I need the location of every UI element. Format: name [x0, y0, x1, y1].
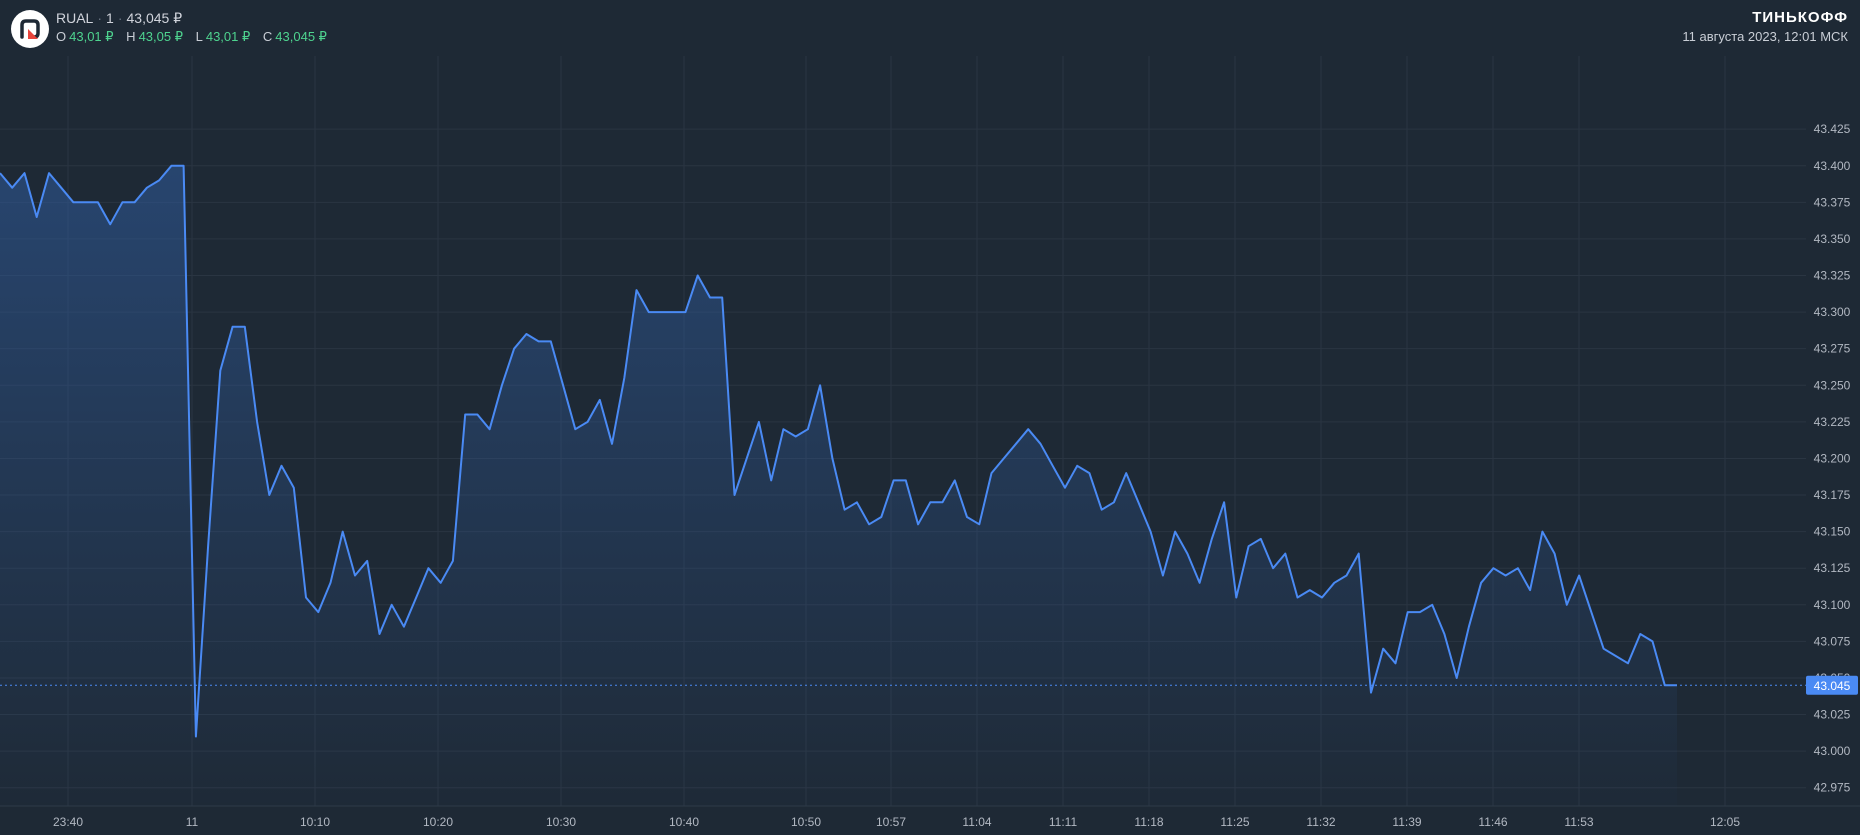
ticker-symbol[interactable]: RUAL [56, 10, 94, 26]
y-tick-label: 43.425 [1814, 122, 1851, 136]
ohlc-low-key: L [195, 29, 203, 44]
y-tick-label: 43.225 [1814, 415, 1851, 429]
x-tick-label: 11:11 [1049, 815, 1078, 829]
x-tick-label: 23:40 [53, 815, 83, 829]
brand-name: ТИНЬКОФФ [1752, 9, 1848, 26]
last-price-tag: 43.045 [1806, 675, 1858, 695]
y-tick-label: 43.325 [1814, 269, 1851, 283]
y-tick-label: 43.100 [1814, 598, 1851, 612]
y-axis[interactable]: 43.425 43.400 43.375 43.350 43.325 43.300 43.2… [1814, 122, 1851, 795]
last-price: 43,045 ₽ [126, 10, 183, 26]
x-tick-label: 11:39 [1392, 815, 1421, 829]
y-tick-label: 43.000 [1814, 744, 1851, 758]
y-tick-label: 43.175 [1814, 488, 1851, 502]
ohlc-close-value: 43,045 ₽ [275, 29, 327, 44]
y-tick-label: 43.025 [1814, 708, 1851, 722]
x-tick-label: 11:53 [1564, 815, 1593, 829]
x-tick-label: 11:04 [962, 815, 991, 829]
separator-dot: · [97, 10, 103, 26]
y-tick-label: 43.075 [1814, 634, 1851, 648]
x-tick-label: 11:25 [1220, 815, 1249, 829]
y-tick-label: 43.125 [1814, 561, 1851, 575]
x-axis[interactable]: 23:40 11 10:10 10:20 10:30 10:40 10:50 10:57 11:… [53, 815, 1740, 829]
y-tick-label: 43.300 [1814, 305, 1851, 319]
ohlc-open-value: 43,01 ₽ [69, 29, 114, 44]
ohlc-high-key: H [126, 29, 136, 44]
y-tick-label: 43.150 [1814, 525, 1851, 539]
interval-label[interactable]: 1 [106, 10, 114, 26]
x-tick-label: 10:57 [876, 815, 906, 829]
x-tick-label: 10:40 [669, 815, 699, 829]
x-tick-label: 10:50 [791, 815, 821, 829]
x-tick-label: 11 [186, 815, 199, 829]
last-price-tag-bg [1806, 675, 1858, 695]
x-tick-label: 10:10 [300, 815, 330, 829]
y-tick-label: 43.400 [1814, 159, 1851, 173]
ohlc-high-value: 43,05 ₽ [138, 29, 183, 44]
ohlc-low-value: 43,01 ₽ [205, 29, 251, 44]
price-line[interactable] [0, 164, 1677, 738]
y-tick-label: 43.350 [1814, 232, 1851, 246]
x-tick-label: 11:32 [1306, 815, 1335, 829]
y-tick-label: 43.250 [1814, 378, 1851, 392]
ticker-line: RUAL · 1 · 43,045 ₽ [56, 10, 182, 27]
y-tick-label: 43.200 [1814, 451, 1851, 465]
separator-dot: · [117, 10, 123, 26]
chart-datetime: 11 августа 2023, 12:01 МСК [1682, 29, 1848, 44]
tinkoff-logo-icon[interactable] [11, 10, 49, 48]
ohlc-close-key: C [262, 29, 273, 44]
y-tick-label: 43.275 [1814, 342, 1851, 356]
ohlc-open-key: O [56, 29, 67, 44]
ohlc-legend: O 43,01 ₽ H 43,05 ₽ L 43,01 ₽ C 43,045 ₽ [56, 29, 336, 45]
y-tick-label: 42.975 [1814, 781, 1851, 795]
y-tick-label: 43.375 [1814, 195, 1851, 209]
x-tick-label: 12:05 [1710, 815, 1740, 829]
x-tick-label: 10:20 [423, 815, 453, 829]
x-tick-label: 10:30 [546, 815, 576, 829]
chart-header: RUAL · 1 · 43,045 ₽ O 43,01 ₽ H 43,05 ₽ L 43,01… [0, 0, 1860, 56]
x-tick-label: 11:18 [1134, 815, 1163, 829]
last-price-tag-label: 43.045 [1814, 679, 1851, 693]
x-tick-label: 11:46 [1478, 815, 1507, 829]
